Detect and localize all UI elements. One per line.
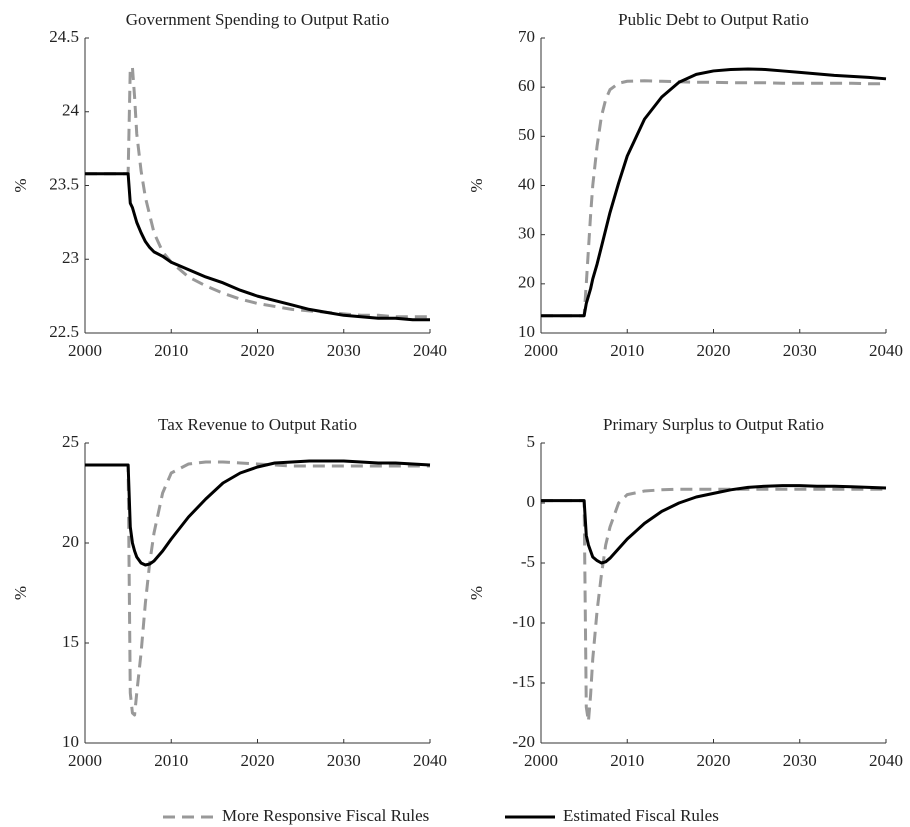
y-axis-label: %: [11, 178, 30, 192]
y-tick-label: -10: [512, 612, 535, 631]
y-tick-label: 60: [518, 76, 535, 95]
series-line: [85, 460, 430, 717]
x-tick-label: 2020: [697, 341, 731, 360]
x-tick-label: 2010: [154, 751, 188, 770]
y-tick-label: -20: [512, 732, 535, 751]
series-line: [541, 484, 887, 565]
x-tick-label: 2030: [327, 341, 361, 360]
x-tick-label: 2020: [241, 751, 275, 770]
x-tick-label: 2040: [869, 341, 903, 360]
chart-title: Primary Surplus to Output Ratio: [603, 415, 824, 434]
y-tick-label: 23: [62, 248, 79, 267]
chart-title: Government Spending to Output Ratio: [126, 10, 389, 29]
y-tick-label: 10: [518, 322, 535, 341]
legend-label: More Responsive Fiscal Rules: [222, 806, 429, 825]
x-tick-label: 2040: [869, 751, 903, 770]
y-tick-label: 20: [62, 532, 79, 551]
x-tick-label: 2000: [524, 341, 558, 360]
y-tick-label: 70: [518, 27, 535, 46]
chart-title: Public Debt to Output Ratio: [618, 10, 809, 29]
y-tick-label: 50: [518, 125, 535, 144]
y-tick-label: 24: [62, 101, 80, 120]
y-tick-label: 23.5: [49, 174, 79, 193]
x-tick-label: 2010: [610, 751, 644, 770]
x-tick-label: 2040: [413, 341, 447, 360]
series-line: [541, 487, 886, 723]
y-tick-label: 24.5: [49, 27, 79, 46]
y-tick-label: 20: [518, 273, 535, 292]
y-tick-label: -5: [521, 552, 535, 571]
y-tick-label: 0: [527, 492, 536, 511]
x-tick-label: 2030: [783, 751, 817, 770]
series-line: [85, 66, 430, 319]
y-tick-label: 30: [518, 224, 535, 243]
y-axis-label: %: [11, 586, 30, 600]
legend-label: Estimated Fiscal Rules: [563, 806, 719, 825]
y-tick-label: 5: [527, 432, 536, 451]
x-tick-label: 2000: [68, 751, 102, 770]
series-line: [85, 172, 430, 322]
x-tick-label: 2020: [241, 341, 275, 360]
y-axis-label: %: [467, 178, 486, 192]
x-tick-label: 2000: [524, 751, 558, 770]
x-tick-label: 2010: [154, 341, 188, 360]
y-tick-label: 40: [518, 174, 535, 193]
chart-title: Tax Revenue to Output Ratio: [158, 415, 357, 434]
y-tick-label: 25: [62, 432, 79, 451]
y-tick-label: 22.5: [49, 322, 79, 341]
x-tick-label: 2030: [783, 341, 817, 360]
series-line: [541, 79, 886, 318]
series-line: [85, 459, 431, 567]
x-tick-label: 2030: [327, 751, 361, 770]
series-line: [541, 67, 887, 318]
y-tick-label: 10: [62, 732, 79, 751]
x-tick-label: 2000: [68, 341, 102, 360]
y-tick-label: -15: [512, 672, 535, 691]
y-tick-label: 15: [62, 632, 79, 651]
y-axis-label: %: [467, 586, 486, 600]
x-tick-label: 2010: [610, 341, 644, 360]
x-tick-label: 2020: [697, 751, 731, 770]
x-tick-label: 2040: [413, 751, 447, 770]
